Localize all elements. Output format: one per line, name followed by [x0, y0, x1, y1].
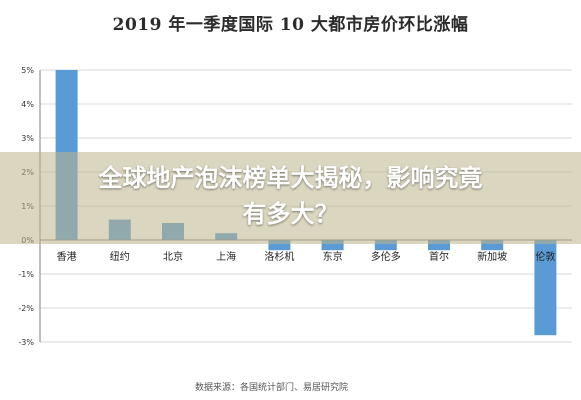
x-tick-label: 北京 [163, 250, 183, 263]
chart-title: 2019 年一季度国际 10 大都市房价环比涨幅 [112, 15, 469, 35]
y-tick-label: -2% [18, 304, 34, 313]
headline-line-2: 有多大？ [242, 200, 339, 228]
bar-伦敦 [534, 240, 557, 336]
bar-多伦多 [374, 240, 397, 251]
bar-首尔 [428, 240, 450, 251]
y-tick-label: 3% [21, 134, 34, 143]
bar-新加坡 [481, 240, 504, 251]
y-tick-label: -1% [18, 270, 34, 279]
y-tick-label: 5% [21, 66, 34, 75]
x-tick-label: 多伦多 [371, 250, 401, 263]
x-tick-label: 洛杉机 [264, 250, 294, 263]
x-tick-label: 香港 [57, 251, 77, 263]
x-tick-label: 纽约 [110, 250, 130, 263]
y-tick-label: -3% [18, 338, 34, 347]
x-tick-label: 首尔 [429, 250, 449, 263]
bar-东京 [321, 240, 344, 251]
bar-洛杉机 [268, 240, 291, 251]
x-tick-label: 新加坡 [477, 250, 507, 263]
x-tick-label: 上海 [216, 250, 236, 263]
x-tick-label: 东京 [323, 250, 343, 263]
x-tick-label: 伦敦 [535, 250, 555, 263]
headline-text: 全球地产泡沫榜单大揭秘，影响究竟 有多大？ [0, 160, 581, 232]
headline-banner [0, 152, 581, 244]
source-note: 数据来源：各国统计部门、易居研究院 [195, 383, 349, 393]
headline-line-1: 全球地产泡沫榜单大揭秘，影响究竟 [98, 164, 483, 192]
y-tick-label: 4% [21, 100, 34, 109]
